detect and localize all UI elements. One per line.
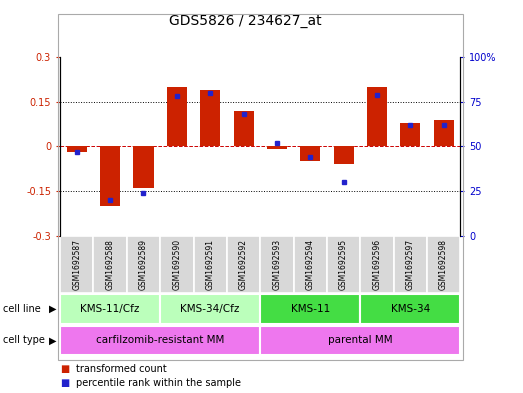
- Bar: [60, 294, 160, 323]
- Bar: [133, 146, 154, 188]
- Bar: [293, 236, 327, 293]
- Text: carfilzomib-resistant MM: carfilzomib-resistant MM: [96, 335, 224, 345]
- Bar: [434, 119, 453, 146]
- Bar: [227, 236, 260, 293]
- Text: GSM1692590: GSM1692590: [173, 239, 181, 290]
- Text: ■: ■: [60, 364, 70, 374]
- Text: cell type: cell type: [3, 335, 44, 345]
- Bar: [394, 236, 427, 293]
- Text: KMS-11: KMS-11: [291, 304, 330, 314]
- Bar: [260, 294, 360, 323]
- Bar: [233, 111, 254, 146]
- Bar: [100, 146, 120, 206]
- Bar: [67, 146, 87, 152]
- Bar: [260, 326, 460, 355]
- Text: GSM1692598: GSM1692598: [439, 239, 448, 290]
- Text: KMS-34/Cfz: KMS-34/Cfz: [180, 304, 240, 314]
- Bar: [334, 146, 354, 164]
- Bar: [267, 146, 287, 149]
- Bar: [194, 236, 227, 293]
- Text: KMS-11/Cfz: KMS-11/Cfz: [81, 304, 140, 314]
- Text: KMS-34: KMS-34: [391, 304, 430, 314]
- Text: GSM1692594: GSM1692594: [306, 239, 315, 290]
- Text: GSM1692587: GSM1692587: [72, 239, 81, 290]
- Text: cell line: cell line: [3, 304, 40, 314]
- Text: GSM1692588: GSM1692588: [106, 239, 115, 290]
- Text: GSM1692595: GSM1692595: [339, 239, 348, 290]
- Text: GSM1692597: GSM1692597: [406, 239, 415, 290]
- Text: GSM1692592: GSM1692592: [239, 239, 248, 290]
- Bar: [160, 294, 260, 323]
- Text: GDS5826 / 234627_at: GDS5826 / 234627_at: [169, 14, 322, 28]
- Bar: [160, 236, 194, 293]
- Bar: [400, 123, 420, 146]
- Text: parental MM: parental MM: [328, 335, 393, 345]
- Bar: [60, 236, 94, 293]
- Bar: [327, 236, 360, 293]
- Text: transformed count: transformed count: [76, 364, 167, 374]
- Text: GSM1692589: GSM1692589: [139, 239, 148, 290]
- Bar: [360, 236, 393, 293]
- Bar: [300, 146, 320, 161]
- Text: GSM1692591: GSM1692591: [206, 239, 214, 290]
- Bar: [200, 90, 220, 146]
- Bar: [127, 236, 160, 293]
- Text: ▶: ▶: [49, 335, 56, 345]
- Bar: [427, 236, 460, 293]
- Bar: [260, 236, 293, 293]
- Text: ▶: ▶: [49, 304, 56, 314]
- Text: percentile rank within the sample: percentile rank within the sample: [76, 378, 241, 388]
- Text: GSM1692596: GSM1692596: [372, 239, 381, 290]
- Bar: [367, 87, 387, 146]
- Bar: [360, 294, 460, 323]
- Bar: [60, 326, 260, 355]
- Text: ■: ■: [60, 378, 70, 388]
- Bar: [167, 87, 187, 146]
- Text: GSM1692593: GSM1692593: [272, 239, 281, 290]
- Bar: [94, 236, 127, 293]
